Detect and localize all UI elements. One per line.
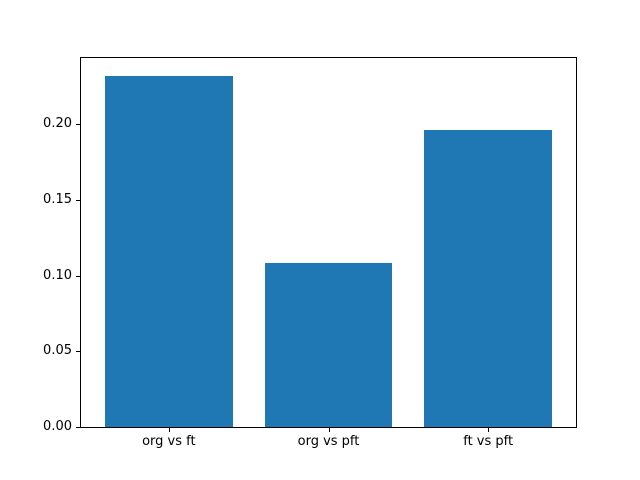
x-tick-mark (488, 428, 490, 432)
y-tick-label: 0.20 (43, 116, 72, 132)
plot-area (80, 57, 577, 428)
bar-org-vs-ft (104, 75, 233, 427)
x-tick-label: ft vs pft (463, 434, 514, 449)
x-tick-mark (328, 428, 330, 432)
x-tick-mark (168, 428, 170, 432)
x-tick-label: org vs pft (297, 434, 360, 449)
y-tick-label: 0.05 (43, 343, 72, 359)
y-tick-label: 0.15 (43, 191, 72, 207)
bar-org-vs-pft (264, 263, 393, 427)
y-tick-label: 0.10 (43, 267, 72, 283)
y-tick-label: 0.00 (43, 419, 72, 434)
bar-ft-vs-pft (424, 130, 553, 427)
x-tick-label: org vs ft (142, 434, 196, 449)
